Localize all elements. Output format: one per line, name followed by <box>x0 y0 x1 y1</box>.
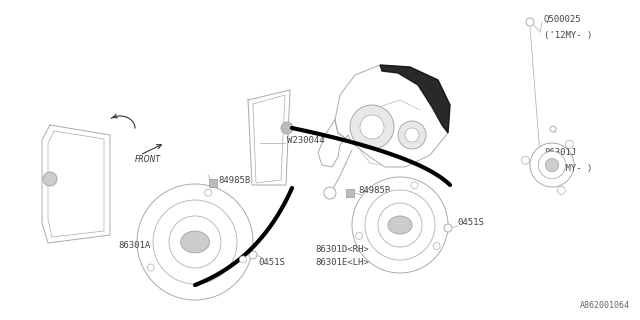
Circle shape <box>522 156 529 164</box>
Circle shape <box>530 143 574 187</box>
Circle shape <box>249 251 257 259</box>
Text: 86301A: 86301A <box>118 241 150 250</box>
Text: 86301E<LH>: 86301E<LH> <box>315 258 369 267</box>
Circle shape <box>398 121 426 149</box>
Circle shape <box>557 186 565 194</box>
Text: 0451S: 0451S <box>258 258 285 267</box>
Circle shape <box>153 200 237 284</box>
Text: FRONT: FRONT <box>135 155 161 164</box>
Circle shape <box>365 190 435 260</box>
Circle shape <box>324 187 336 199</box>
Circle shape <box>350 105 394 149</box>
Ellipse shape <box>180 231 209 253</box>
Circle shape <box>545 158 559 172</box>
Text: 84985B: 84985B <box>358 186 390 195</box>
Circle shape <box>360 115 384 139</box>
Circle shape <box>378 203 422 247</box>
Text: A862001064: A862001064 <box>580 301 630 310</box>
Text: W230044: W230044 <box>287 136 324 145</box>
Text: Q500025: Q500025 <box>544 15 582 24</box>
Text: 86301D<RH>: 86301D<RH> <box>315 245 369 254</box>
FancyBboxPatch shape <box>209 179 217 187</box>
Circle shape <box>444 224 452 232</box>
Circle shape <box>205 189 212 196</box>
Polygon shape <box>380 65 450 133</box>
Text: 84985B: 84985B <box>218 176 250 185</box>
Circle shape <box>137 184 253 300</box>
Circle shape <box>405 128 419 142</box>
Circle shape <box>281 122 293 134</box>
Circle shape <box>352 177 448 273</box>
Circle shape <box>239 256 246 263</box>
Circle shape <box>550 126 556 132</box>
Circle shape <box>538 151 566 179</box>
Circle shape <box>147 264 154 271</box>
Ellipse shape <box>388 216 412 234</box>
Text: ('12MY- ): ('12MY- ) <box>544 164 593 173</box>
Text: 0451S: 0451S <box>457 218 484 227</box>
Circle shape <box>565 140 573 148</box>
Circle shape <box>526 18 534 26</box>
Circle shape <box>169 216 221 268</box>
Text: ('12MY- ): ('12MY- ) <box>544 31 593 40</box>
Circle shape <box>433 243 440 250</box>
FancyBboxPatch shape <box>346 189 354 197</box>
Circle shape <box>356 232 363 239</box>
Text: 86301J: 86301J <box>544 148 576 157</box>
Circle shape <box>411 182 418 189</box>
Circle shape <box>43 172 57 186</box>
